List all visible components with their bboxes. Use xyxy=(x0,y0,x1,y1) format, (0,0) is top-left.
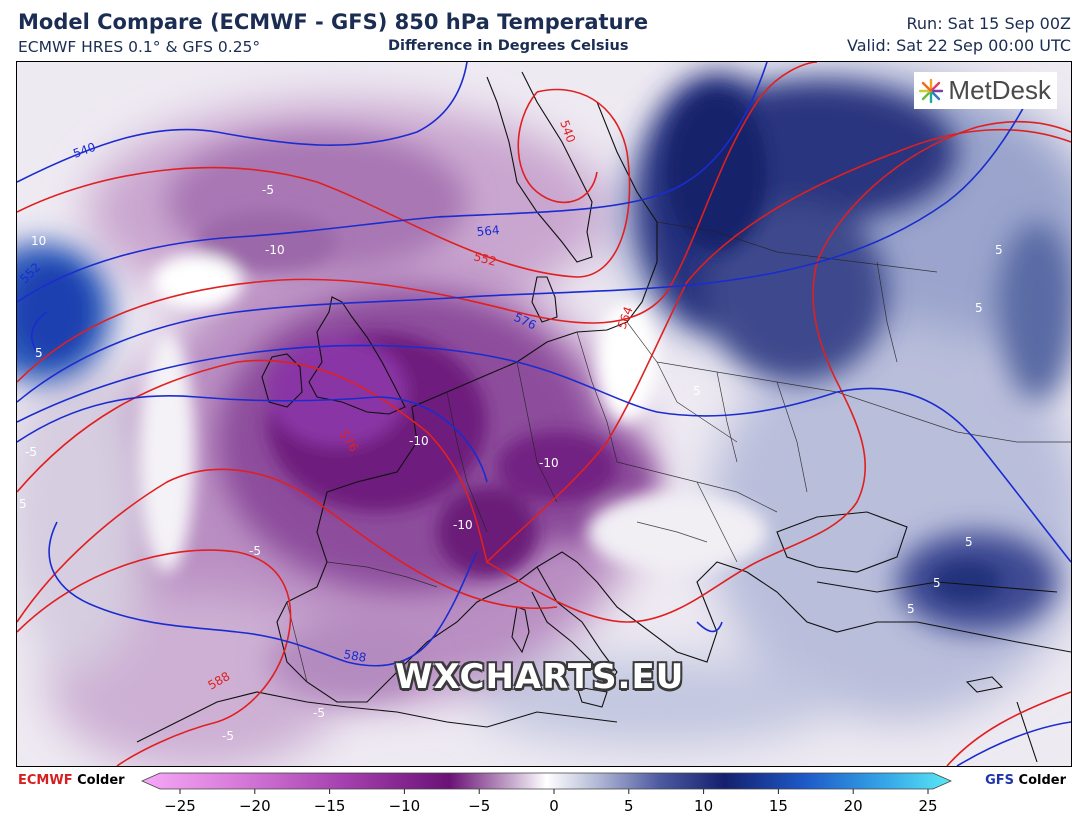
diff-label: -10 xyxy=(453,518,473,532)
gfs-label-564: 564 xyxy=(476,223,500,239)
colorbar-gradient xyxy=(141,772,952,790)
colorbar-tick-label: −15 xyxy=(313,797,346,815)
colorbar-right-label: GFS Colder xyxy=(985,773,1066,788)
colorbar-left-model: ECMWF xyxy=(18,773,73,788)
chart-models: ECMWF HRES 0.1° & GFS 0.25° xyxy=(18,38,261,56)
ecmwf-height-contours xyxy=(17,62,1071,766)
chart-difference-label: Difference in Degrees Celsius xyxy=(388,38,629,54)
diff-label: -5 xyxy=(249,544,261,558)
diff-label: -10 xyxy=(539,456,559,470)
diff-label: 10 xyxy=(31,234,46,248)
ecmwf-label-552: 552 xyxy=(472,249,498,268)
diff-label: -5 xyxy=(25,445,37,459)
colorbar-tick-label: −20 xyxy=(238,797,271,815)
colorbar-tick-label: 0 xyxy=(549,797,559,815)
colorbar-left-text: Colder xyxy=(77,773,125,788)
valid-time: Valid: Sat 22 Sep 00:00 UTC xyxy=(847,36,1071,55)
difference-labels: -5 -10 -10 -10 -10 10 -5 -5 -5 -5 5 5 5 … xyxy=(19,183,1003,743)
colorbar-tick-label: 15 xyxy=(768,797,788,815)
colorbar-right-text: Colder xyxy=(1018,773,1066,788)
colorbar-tick-label: 5 xyxy=(624,797,634,815)
diff-label: -5 xyxy=(222,729,234,743)
difference-shading xyxy=(17,72,1071,766)
chart-title: Model Compare (ECMWF - GFS) 850 hPa Temp… xyxy=(18,10,649,34)
diff-label: 5 xyxy=(907,602,915,616)
diff-label: 5 xyxy=(35,346,43,360)
diff-label: -5 xyxy=(313,706,325,720)
colorbar-tick-label: 25 xyxy=(918,797,938,815)
wxcharts-watermark: WXCHARTS.EU xyxy=(395,657,685,697)
diff-label: -5 xyxy=(262,183,274,197)
gfs-height-contours xyxy=(17,62,1071,766)
diff-label: 5 xyxy=(693,384,701,398)
colorbar-tick-label: 20 xyxy=(843,797,863,815)
diff-label: 5 xyxy=(965,535,973,549)
diff-label: -10 xyxy=(409,434,429,448)
colorbar-tick-label: 10 xyxy=(694,797,714,815)
diff-label: 5 xyxy=(995,243,1003,257)
map-panel: 540 540 552 552 564 564 576 576 588 588 … xyxy=(16,61,1072,767)
diff-label: 5 xyxy=(19,497,27,511)
colorbar-tick-label: −25 xyxy=(164,797,196,815)
metdesk-logo-text: MetDesk xyxy=(948,75,1051,105)
gfs-label-588: 588 xyxy=(342,647,367,665)
map-svg: 540 540 552 552 564 564 576 576 588 588 … xyxy=(17,62,1071,766)
colorbar-ticks xyxy=(179,789,929,794)
colorbar xyxy=(141,772,952,794)
diff-label: 5 xyxy=(975,301,983,315)
colorbar-tick-label: −10 xyxy=(388,797,421,815)
metdesk-logo-icon xyxy=(919,78,944,103)
diff-label: -10 xyxy=(265,243,285,257)
colorbar-tick-label: −5 xyxy=(468,797,491,815)
diff-label: 5 xyxy=(933,576,941,590)
run-time: Run: Sat 15 Sep 00Z xyxy=(906,14,1071,33)
metdesk-logo: MetDesk xyxy=(914,72,1057,109)
coastlines xyxy=(136,71,1071,763)
colorbar-right-model: GFS xyxy=(985,773,1014,788)
colorbar-left-label: ECMWF Colder xyxy=(18,773,125,788)
